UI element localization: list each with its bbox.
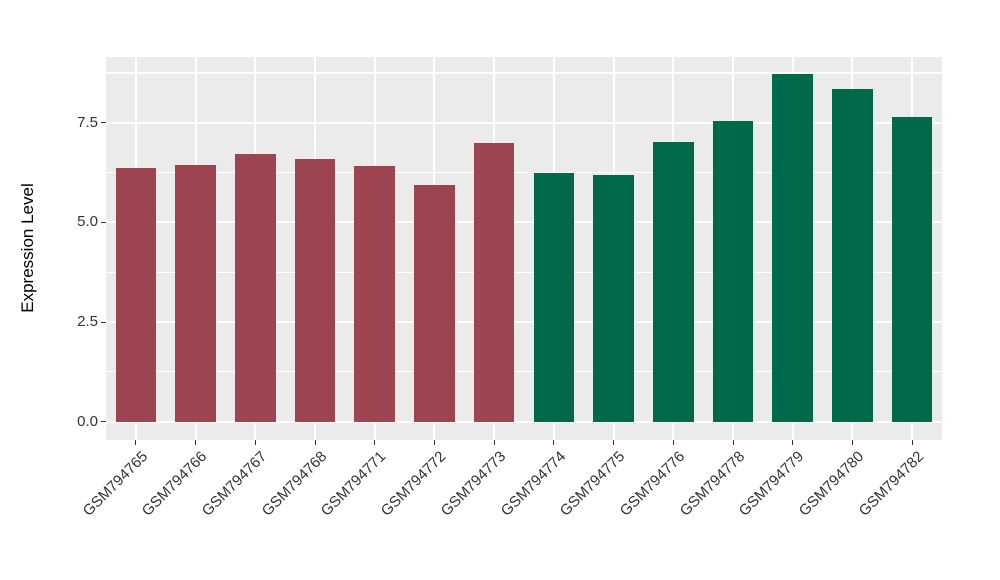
x-tick-mark <box>672 440 674 445</box>
x-tick-mark <box>135 440 137 445</box>
bar-GSM794766 <box>175 165 216 422</box>
x-tick-mark <box>553 440 555 445</box>
x-tick-mark <box>314 440 316 445</box>
gridline-minor <box>106 171 942 174</box>
bar-GSM794767 <box>234 154 276 422</box>
gridline-major <box>106 121 942 124</box>
bar-GSM794774 <box>533 172 575 422</box>
bar-GSM794780 <box>832 89 873 422</box>
gridline-minor <box>106 72 942 74</box>
x-tick-mark <box>732 440 734 445</box>
y-tick-mark <box>101 221 106 223</box>
plot-panel <box>106 57 942 440</box>
gridline-minor <box>106 271 942 273</box>
x-tick-mark <box>254 440 256 445</box>
bar-GSM794776 <box>652 141 694 422</box>
bar-GSM794775 <box>593 174 634 422</box>
x-tick-mark <box>851 440 853 445</box>
gridline-minor <box>106 371 942 373</box>
y-tick-label: 5.0 <box>77 213 98 231</box>
x-tick-mark <box>195 440 197 445</box>
bar-GSM794771 <box>354 165 395 422</box>
y-tick-mark <box>101 421 106 423</box>
y-tick-label: 0.0 <box>77 412 98 430</box>
bar-GSM794773 <box>473 142 515 422</box>
bar-GSM794782 <box>891 116 933 422</box>
bar-GSM794772 <box>414 185 455 422</box>
x-tick-mark <box>613 440 615 445</box>
bar-GSM794765 <box>115 167 157 422</box>
x-tick-mark <box>374 440 376 445</box>
gridline-major <box>106 221 942 224</box>
x-tick-mark <box>433 440 435 445</box>
x-tick-mark <box>493 440 495 445</box>
y-axis-title: Expression Level <box>18 183 37 313</box>
bar-GSM794768 <box>294 159 336 422</box>
y-tick-label: 2.5 <box>77 313 98 331</box>
gridline-major <box>106 420 942 423</box>
y-tick-mark <box>101 122 106 124</box>
y-tick-mark <box>101 321 106 323</box>
x-tick-mark <box>792 440 794 445</box>
bar-GSM794779 <box>772 73 813 422</box>
x-tick-mark <box>911 440 913 445</box>
bar-GSM794778 <box>712 120 754 422</box>
y-tick-label: 7.5 <box>77 113 98 131</box>
gridline-major <box>106 321 942 324</box>
